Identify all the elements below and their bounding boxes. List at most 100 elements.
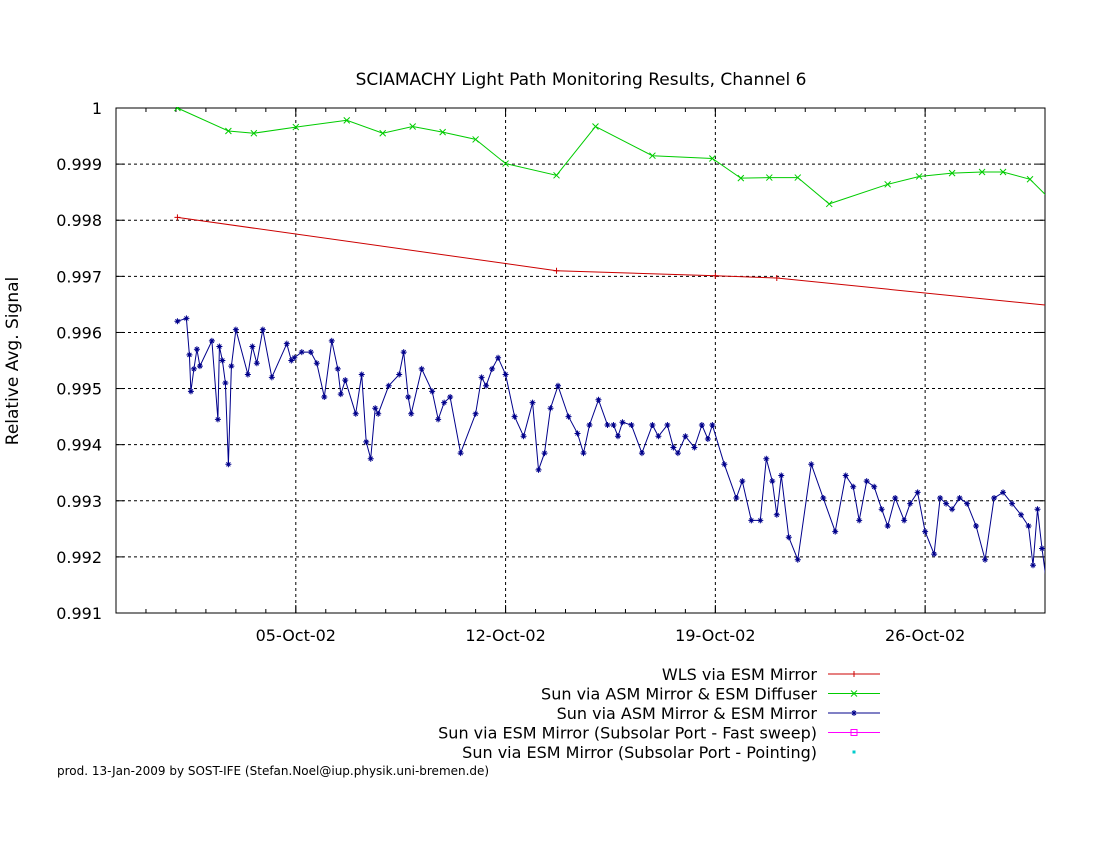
data-point [385, 382, 392, 389]
data-point [457, 450, 464, 457]
data-point [670, 444, 677, 451]
legend-sample [852, 750, 856, 754]
data-point [851, 710, 857, 716]
data-point [553, 267, 560, 274]
data-point [511, 413, 518, 420]
data-point [964, 500, 971, 507]
data-point [342, 377, 349, 384]
data-point [978, 168, 986, 176]
data-point [186, 351, 193, 358]
data-point [328, 337, 335, 344]
data-point [820, 494, 827, 501]
data-point [216, 343, 223, 350]
data-point [794, 174, 802, 181]
data-point [574, 430, 581, 437]
data-point [400, 349, 407, 356]
data-point [321, 393, 328, 400]
data-point [408, 410, 415, 417]
data-point [655, 433, 662, 440]
y-axis-label: Relative Avg. Signal [3, 277, 23, 445]
data-point [937, 494, 944, 501]
y-tick-label: 0.999 [56, 155, 102, 174]
series-line [177, 317, 1045, 575]
data-point [441, 399, 448, 406]
data-point [1052, 506, 1058, 512]
data-point [535, 466, 542, 473]
data-point [435, 416, 442, 423]
data-point [1046, 602, 1052, 608]
legend-sample [828, 710, 880, 716]
data-point [439, 128, 447, 136]
x-tick-label: 12-Oct-02 [465, 626, 545, 645]
data-point [219, 357, 226, 364]
data-point [502, 371, 509, 378]
data-point [737, 174, 745, 182]
chart-title: SCIAMACHY Light Path Monitoring Results,… [356, 70, 807, 90]
data-point [447, 393, 454, 400]
data-point [1018, 511, 1025, 518]
data-point [244, 371, 251, 378]
data-point [773, 511, 780, 518]
data-point [249, 343, 256, 350]
y-tick-label: 0.998 [56, 211, 102, 230]
legend-sample [828, 690, 880, 697]
data-point [358, 371, 365, 378]
y-tick-label: 0.991 [56, 604, 102, 623]
data-point [214, 416, 221, 423]
data-point [956, 494, 963, 501]
y-tick-label: 0.992 [56, 548, 102, 567]
data-point [733, 494, 740, 501]
data-point [259, 326, 266, 333]
data-point [313, 360, 320, 367]
data-point [1072, 517, 1078, 523]
data-point [208, 337, 215, 344]
data-point [405, 393, 412, 400]
data-point [808, 461, 815, 468]
data-point [343, 116, 351, 124]
data-point [586, 422, 593, 429]
data-point [222, 379, 229, 386]
data-point [991, 494, 998, 501]
data-point [352, 410, 359, 417]
data-point [1049, 199, 1055, 205]
data-point [478, 374, 485, 381]
data-point [769, 478, 776, 485]
data-point [1025, 523, 1032, 530]
legend-label: Sun via ASM Mirror & ESM Mirror [557, 704, 818, 723]
data-point [915, 173, 923, 180]
data-point [619, 419, 626, 426]
data-point [283, 340, 290, 347]
data-point [712, 272, 719, 279]
data-point [914, 489, 921, 496]
data-point [907, 500, 914, 507]
data-point [1078, 523, 1084, 529]
series-2 [174, 107, 1055, 208]
data-point [291, 354, 298, 361]
data-point [614, 433, 621, 440]
data-point [943, 500, 950, 507]
data-point [1058, 512, 1064, 518]
data-point [174, 214, 181, 221]
data-point [698, 422, 705, 429]
data-point [372, 405, 379, 412]
data-point [418, 365, 425, 372]
data-point [628, 422, 635, 429]
data-point [232, 326, 239, 333]
data-point [704, 436, 711, 443]
legend-sample [828, 671, 880, 677]
data-point [931, 551, 938, 558]
data-point [489, 365, 496, 372]
data-point [638, 450, 645, 457]
data-point [763, 455, 770, 462]
data-point [825, 200, 833, 208]
data-point [842, 472, 849, 479]
data-point [674, 450, 681, 457]
data-point [1030, 562, 1037, 569]
data-point [183, 315, 190, 322]
axes: 0.991 0.992 0.993 0.994 0.995 0.996 0.997 0.998… [56, 99, 1046, 645]
data-point [595, 396, 602, 403]
data-point [483, 382, 490, 389]
data-point [850, 690, 858, 697]
y-tick-label: 1 [92, 99, 102, 118]
